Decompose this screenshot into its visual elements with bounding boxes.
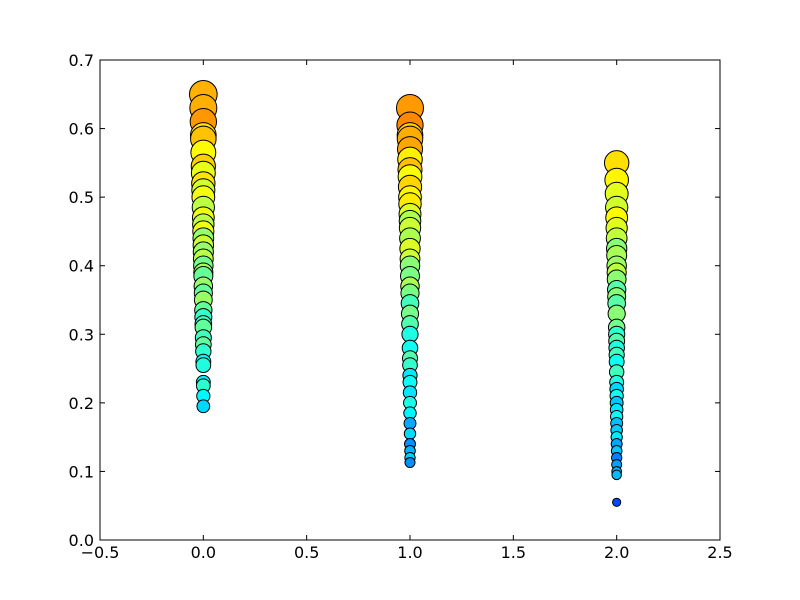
x-tick-label: 1.0 [397,543,422,562]
data-point [404,456,416,469]
x-tick-label: 1.5 [501,543,526,562]
data-points [188,79,630,507]
x-tick-label: 0.5 [294,543,319,562]
data-point [196,399,211,414]
x-tick-labels: −0.5 0.0 0.5 1.0 1.5 2.0 2.5 [81,543,733,562]
x-tick-label: −0.5 [81,543,120,562]
x-tick-label: 0.0 [191,543,216,562]
y-tick-label: 0.3 [69,325,94,344]
axes-frame [99,59,721,541]
y-tick-label: 0.4 [69,257,94,276]
x-tick-label: 2.0 [604,543,629,562]
y-tick-label: 0.2 [69,394,94,413]
y-tick-label: 0.5 [69,188,94,207]
y-tick-label: 0.1 [69,462,94,481]
y-tick-labels: 0.0 0.1 0.2 0.3 0.4 0.5 0.6 0.7 [69,51,94,550]
y-tick-label: 0.0 [69,531,94,550]
data-point [611,469,622,481]
x-tick-label: 2.5 [707,543,732,562]
data-point [195,357,212,374]
y-tick-label: 0.7 [69,51,94,70]
data-point [403,427,417,440]
data-point [612,497,622,507]
y-tick-label: 0.6 [69,120,94,139]
